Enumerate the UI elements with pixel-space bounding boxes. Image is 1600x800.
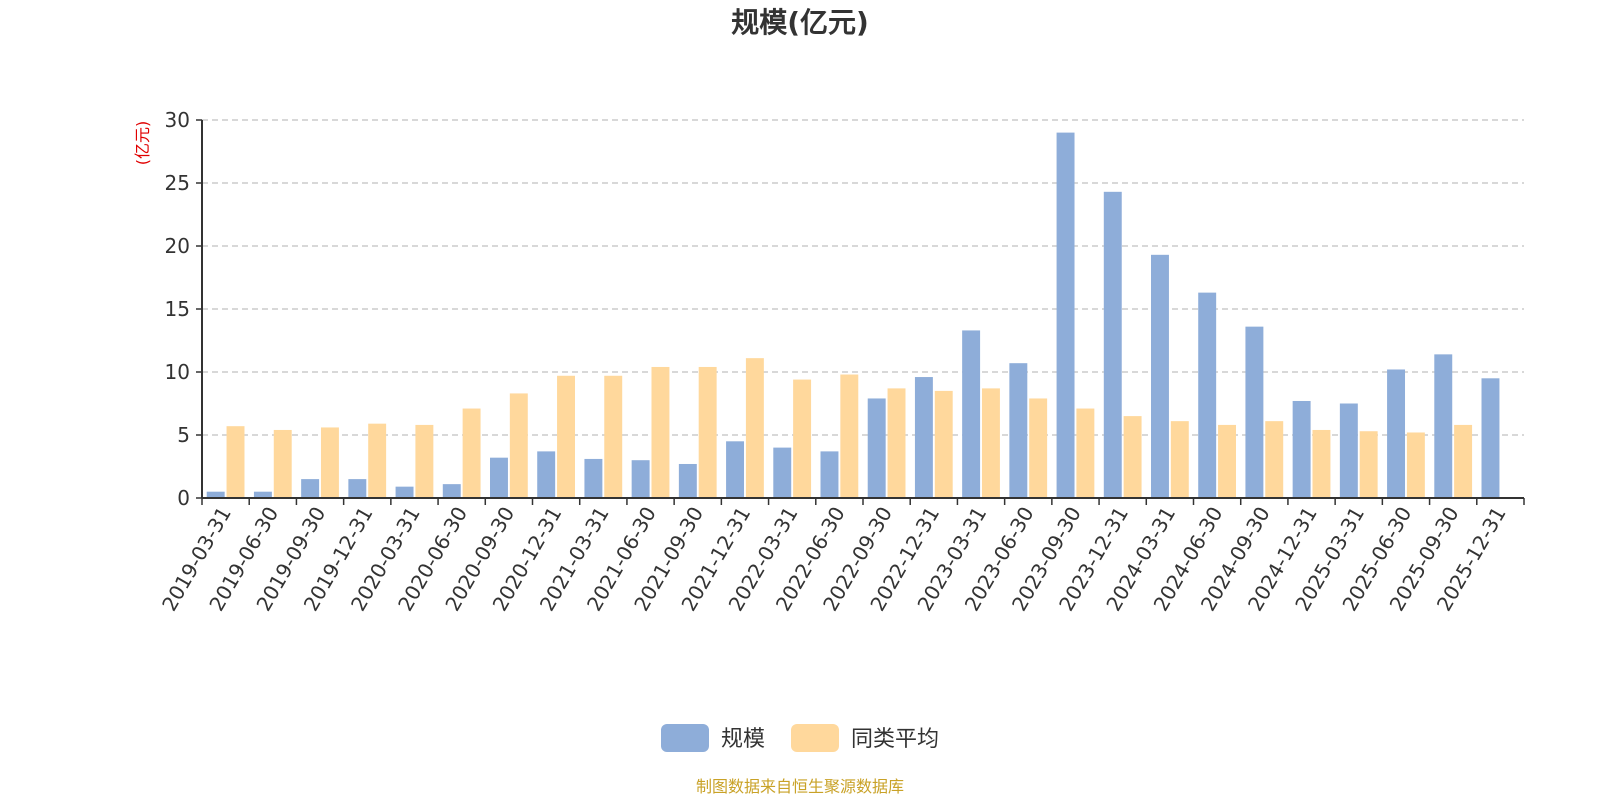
bar-scale[interactable] (348, 479, 367, 498)
bar-peer-average[interactable] (368, 423, 387, 498)
y-tick-label: 30 (165, 108, 190, 132)
bar-peer-average[interactable] (1312, 429, 1331, 498)
bar-scale[interactable] (1387, 369, 1406, 498)
bar-peer-average[interactable] (1406, 432, 1425, 498)
bar-scale[interactable] (206, 491, 225, 498)
axes (201, 120, 1525, 505)
bar-peer-average[interactable] (1218, 424, 1236, 498)
bar-peer-average[interactable] (1265, 421, 1284, 498)
bar-scale[interactable] (773, 447, 792, 498)
y-axis-unit: (亿元) (133, 121, 152, 166)
bar-scale[interactable] (253, 491, 272, 498)
data-source-note: 制图数据来自恒生聚源数据库 (696, 777, 904, 796)
bar-scale[interactable] (1434, 354, 1453, 498)
bar-peer-average[interactable] (226, 426, 245, 498)
bar-scale[interactable] (1103, 191, 1122, 498)
bar-peer-average[interactable] (557, 375, 575, 498)
legend: 规模 同类平均 (661, 724, 939, 752)
bar-peer-average[interactable] (1123, 416, 1142, 498)
y-tick-labels: 0 5 10 15 20 25 30 (165, 108, 190, 510)
y-tick-label: 25 (165, 171, 190, 195)
bar-peer-average[interactable] (509, 393, 528, 498)
legend-label[interactable]: 规模 (721, 727, 765, 752)
bar-scale[interactable] (1056, 132, 1075, 498)
y-tick-label: 20 (165, 234, 190, 258)
legend-swatch[interactable] (661, 724, 709, 752)
bar-scale[interactable] (1151, 254, 1169, 498)
bar-scale[interactable] (867, 398, 886, 498)
bar-scale[interactable] (1245, 326, 1264, 498)
y-tick-label: 0 (177, 486, 190, 510)
legend-swatch[interactable] (791, 724, 839, 752)
bar-scale[interactable] (584, 458, 603, 498)
bar-peer-average[interactable] (462, 408, 481, 498)
bar-scale[interactable] (1198, 292, 1217, 498)
bar-scale[interactable] (537, 451, 556, 498)
bar-peer-average[interactable] (1029, 398, 1048, 498)
bar-peer-average[interactable] (698, 366, 717, 498)
bar-peer-average[interactable] (604, 375, 623, 498)
y-tick-label: 15 (165, 297, 190, 321)
bar-peer-average[interactable] (651, 366, 670, 498)
bar-peer-average[interactable] (415, 424, 434, 498)
bar-peer-average[interactable] (273, 429, 292, 498)
bar-peer-average[interactable] (1359, 431, 1378, 498)
bar-scale[interactable] (442, 484, 461, 498)
bar-scale[interactable] (678, 463, 697, 498)
bar-peer-average[interactable] (1454, 424, 1473, 498)
bar-peer-average[interactable] (840, 374, 859, 498)
bar-peer-average[interactable] (320, 427, 339, 498)
bar-scale[interactable] (820, 451, 839, 498)
bar-peer-average[interactable] (1170, 421, 1189, 498)
bar-scale[interactable] (1339, 403, 1358, 499)
bar-scale[interactable] (1009, 363, 1028, 498)
bars (206, 132, 1500, 499)
bar-scale[interactable] (490, 457, 508, 498)
bar-scale[interactable] (395, 486, 414, 498)
bar-peer-average[interactable] (1076, 408, 1095, 498)
bar-scale[interactable] (301, 479, 320, 498)
bar-peer-average[interactable] (745, 358, 764, 498)
bar-peer-average[interactable] (934, 390, 953, 498)
bar-peer-average[interactable] (793, 379, 812, 498)
bar-scale[interactable] (1292, 400, 1311, 498)
chart-title: 规模(亿元) (731, 6, 869, 39)
x-tick-labels: 2019-03-312019-06-302019-09-302019-12-31… (157, 503, 1511, 616)
y-tick-label: 5 (177, 423, 190, 447)
y-tick-label: 10 (165, 360, 190, 384)
bar-peer-average[interactable] (887, 388, 906, 498)
bar-scale[interactable] (1481, 378, 1500, 498)
bar-scale[interactable] (631, 460, 650, 498)
bar-scale[interactable] (914, 377, 933, 498)
legend-label[interactable]: 同类平均 (851, 727, 939, 752)
bar-scale[interactable] (726, 441, 745, 498)
bar-scale[interactable] (962, 330, 981, 498)
bar-peer-average[interactable] (981, 388, 1000, 498)
